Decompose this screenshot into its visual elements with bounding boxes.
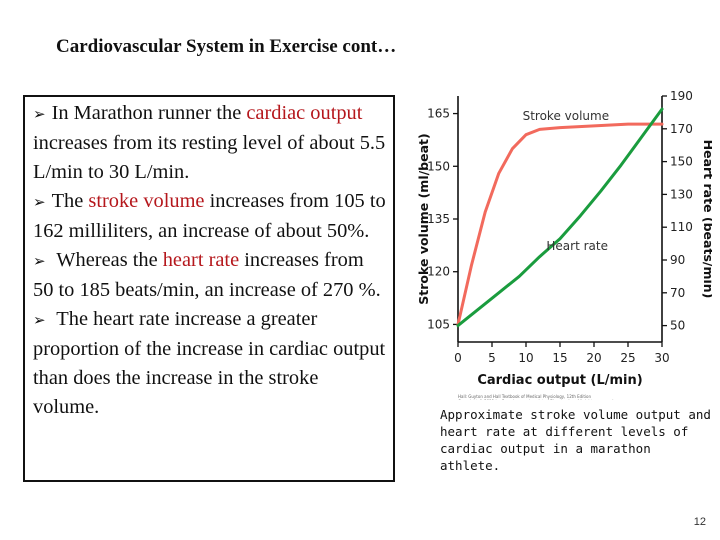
bullet-1-text-end: increases from its resting level of abou…: [33, 132, 386, 183]
arrow-bullet-icon: ➢: [33, 105, 46, 123]
bullet-1: ➢ In Marathon runner the cardiac output i…: [33, 99, 387, 187]
x-tick-label: 25: [620, 351, 635, 365]
right-y-axis-label: Heart rate (beats/min): [701, 140, 712, 299]
right-y-tick-label: 150: [670, 155, 693, 169]
bullet-2-highlight: stroke volume: [88, 190, 205, 212]
bullet-text-box: ➢ In Marathon runner the cardiac output i…: [23, 95, 395, 482]
right-y-tick-label: 170: [670, 122, 693, 136]
bullet-3-highlight: heart rate: [162, 249, 240, 271]
stroke-volume-annotation: Stroke volume: [523, 109, 610, 123]
x-tick-label: 10: [518, 351, 533, 365]
bullet-2-text: The: [51, 190, 89, 212]
cardiac-output-chart: 0 5 10 15 20 25 30 105 120 135 150 165 50 70 90 110 130 1…: [416, 90, 712, 400]
bullet-2-text-end: increases from 105 to 162 milliliters, a…: [33, 190, 386, 242]
series-line-stroke-volume: [456, 122, 664, 326]
page-number: 12: [693, 516, 706, 528]
bullet-4: ➢ The heart rate increase a greater prop…: [33, 305, 387, 422]
left-y-tick-label: 165: [427, 107, 450, 121]
chart-source-line: Copyright © 2011 by Saunders, an imprint…: [458, 399, 615, 400]
slide-title: Cardiovascular System in Exercise cont…: [56, 36, 397, 57]
x-axis-label: Cardiac output (L/min): [477, 373, 642, 388]
right-y-tick-label: 50: [670, 319, 685, 333]
right-y-tick-label: 90: [670, 253, 685, 267]
bullet-3: ➢ Whereas the heart rate increases from …: [33, 246, 387, 305]
right-y-tick-label: 110: [670, 220, 693, 234]
bullet-2: ➢ The stroke volume increases from 105 to…: [33, 187, 387, 246]
x-tick-label: 5: [488, 351, 496, 365]
right-y-tick-label: 70: [670, 286, 685, 300]
bullet-3-text: Whereas the: [51, 249, 163, 271]
arrow-bullet-icon: ➢: [33, 193, 46, 211]
chart-source-line: Hall: Guyton and Hall Textbook of Medica…: [458, 394, 591, 399]
x-tick-label: 0: [454, 351, 462, 365]
bullet-3-text-end: increases from 50 to 185 beats/min, an i…: [33, 249, 381, 301]
left-y-tick-label: 135: [427, 212, 450, 226]
arrow-bullet-icon: ➢: [33, 311, 46, 329]
right-y-tick-label: 190: [670, 90, 693, 103]
x-tick-label: 20: [586, 351, 601, 365]
left-y-tick-label: 150: [427, 159, 450, 173]
left-y-tick-label: 120: [427, 265, 450, 279]
right-y-tick-label: 130: [670, 187, 693, 201]
bullet-1-highlight: cardiac output: [246, 102, 363, 124]
x-tick-label: 15: [552, 351, 567, 365]
bullet-4-text: The heart rate increase a greater propor…: [33, 308, 386, 418]
bullet-1-text: In Marathon runner the: [51, 102, 247, 124]
chart-caption: Approximate stroke volume output and hea…: [440, 407, 711, 473]
heart-rate-annotation: Heart rate: [546, 239, 608, 253]
x-tick-label: 30: [654, 351, 669, 365]
left-y-tick-label: 105: [427, 317, 450, 331]
arrow-bullet-icon: ➢: [33, 252, 46, 270]
left-y-axis-label: Stroke volume (ml/beat): [416, 133, 431, 304]
series-line-heart-rate: [456, 107, 664, 328]
